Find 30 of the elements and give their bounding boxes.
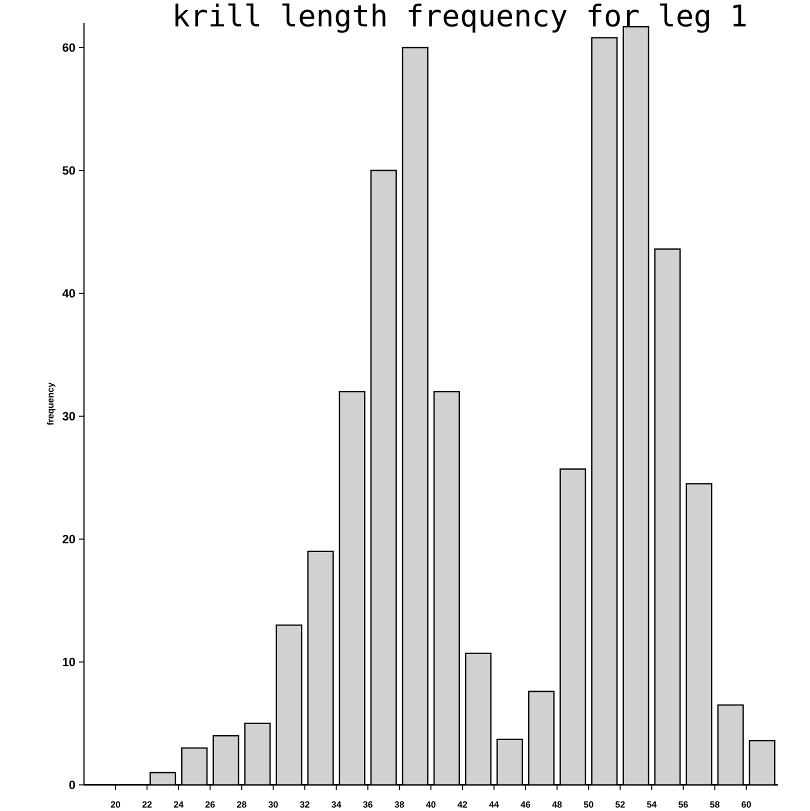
y-axis-title: frequency [47,382,56,426]
x-tick-label: 58 [710,801,720,808]
x-tick-label: 30 [268,801,278,808]
y-tick-label: 60 [62,43,76,52]
y-tick-label: 10 [63,658,76,666]
x-tick-label: 52 [616,801,625,808]
x-tick-label: 50 [584,801,594,808]
y-tick-label: 20 [62,534,76,544]
y-tick-label: 30 [62,412,76,420]
x-tick-label: 28 [237,801,246,808]
x-tick-label: 44 [489,801,500,808]
x-tick-label: 40 [426,801,436,808]
x-tick-label: 48 [552,801,562,808]
y-tick-label: 0 [69,780,76,790]
x-tick-label: 54 [647,801,657,808]
x-tick-label: 20 [110,801,120,808]
y-tick-label: 50 [62,166,76,175]
x-tick-label: 56 [678,801,688,808]
x-tick-label: 26 [206,801,215,808]
x-tick-label: 24 [174,801,184,808]
chart-title: krill length frequency for leg 1 [176,4,746,33]
x-tick-label: 46 [520,801,530,808]
x-tick-label: 32 [300,801,310,808]
x-tick-label: 34 [332,801,342,808]
x-tick-label: 38 [394,801,404,808]
x-tick-label: 60 [742,801,752,808]
x-tick-label: 36 [363,801,373,808]
x-tick-label: 42 [458,801,468,808]
x-tick-label: 22 [142,801,152,808]
y-tick-label: 40 [62,289,76,298]
